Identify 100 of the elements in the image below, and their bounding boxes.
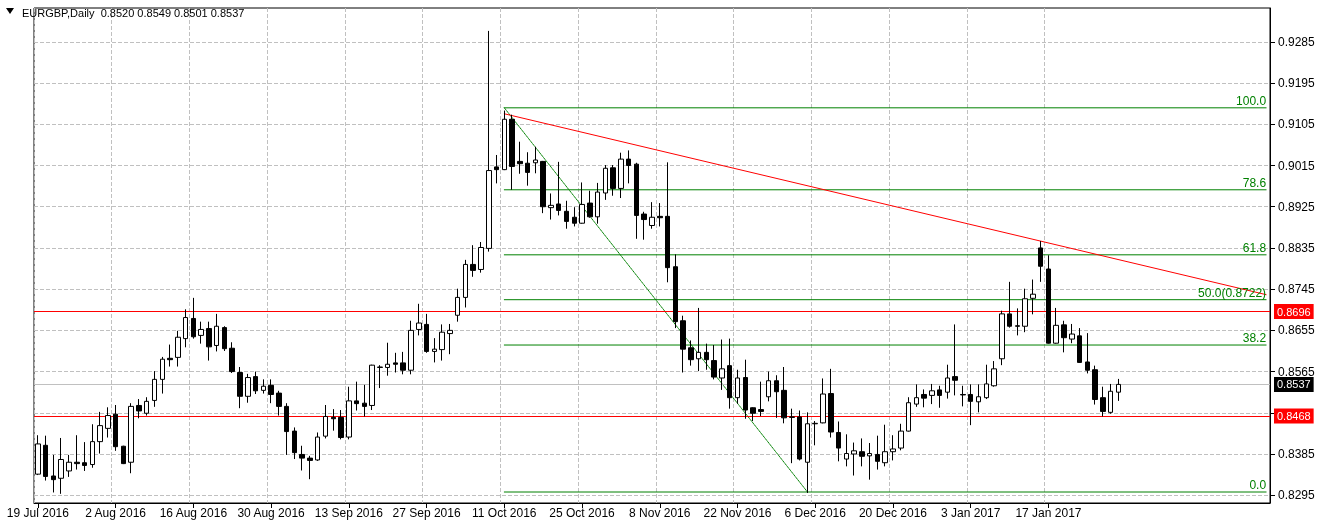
candlestick: [618, 152, 624, 199]
x-tick-label: 17 Jan 2017: [1015, 506, 1082, 520]
candlestick: [377, 364, 383, 389]
candlestick: [540, 160, 546, 214]
y-tick-label: 0.8565: [1278, 364, 1316, 379]
x-tick-label: 19 Jul 2016: [6, 506, 70, 520]
candlestick: [447, 323, 453, 355]
candlestick: [960, 385, 966, 407]
candlestick: [719, 339, 725, 391]
candlestick: [968, 383, 973, 426]
candlestick: [680, 315, 686, 373]
candlestick: [369, 364, 375, 411]
candlestick: [812, 420, 818, 446]
candlestick: [735, 369, 740, 405]
candlestick: [999, 310, 1005, 366]
ref-line-label: 0.8468: [1277, 410, 1311, 422]
candlestick: [696, 307, 701, 372]
candlestick: [113, 404, 118, 452]
candlestick: [882, 424, 888, 467]
candlestick: [548, 192, 554, 221]
candlestick: [206, 321, 212, 362]
candlestick: [284, 402, 289, 456]
candlestick: [711, 344, 717, 380]
candlestick: [478, 241, 484, 274]
candlestick: [1077, 327, 1082, 364]
candlestick: [354, 381, 359, 411]
candlestick: [121, 445, 126, 465]
candlestick: [517, 141, 523, 175]
candlestick: [937, 385, 942, 409]
y-tick-label: 0.9195: [1278, 76, 1316, 91]
candlestick: [183, 308, 188, 348]
candlestick: [688, 339, 694, 367]
candlestick: [58, 437, 64, 495]
candlestick: [564, 200, 569, 230]
candlestick: [820, 377, 826, 424]
candlestick: [198, 321, 204, 345]
candlestick: [1069, 323, 1075, 344]
candlestick: [346, 386, 352, 440]
candlestick: [167, 344, 173, 368]
candlestick: [393, 352, 398, 373]
candlestick: [859, 437, 865, 467]
candlestick: [222, 325, 227, 352]
candlestick: [494, 154, 499, 184]
candlestick: [502, 110, 507, 171]
candlestick: [1085, 332, 1090, 374]
candlestick: [463, 259, 468, 308]
candlestick: [572, 206, 577, 227]
ref-line-label: 0.8696: [1277, 305, 1311, 318]
candlestick: [1007, 281, 1012, 329]
candlestick: [191, 297, 196, 340]
candlestick: [1030, 279, 1036, 315]
x-tick-label: 8 Nov 2016: [629, 506, 691, 520]
candlestick: [432, 337, 437, 363]
candlestick: [307, 455, 313, 480]
candlestick: [657, 202, 663, 227]
candlestick: [641, 211, 647, 241]
series-label: 78.6: [1242, 175, 1267, 190]
candlestick: [338, 409, 344, 440]
candlestick: [424, 313, 429, 354]
candlestick: [665, 161, 670, 283]
x-tick-label: 6 Dec 2016: [784, 506, 847, 520]
y-tick-label: 0.8295: [1278, 488, 1316, 503]
candlestick: [416, 303, 422, 336]
candlestick: [470, 244, 476, 278]
candlestick: [1022, 288, 1028, 333]
candlestick: [774, 374, 779, 419]
candlestick: [237, 366, 243, 409]
candlestick: [214, 313, 219, 352]
candlestick: [945, 364, 950, 400]
candlestick: [743, 359, 748, 420]
ref-line-label: 0.8537: [1277, 378, 1311, 391]
chart-title: EURGBP,Daily 0.8520 0.8549 0.8501 0.8537: [22, 6, 245, 19]
series-label: 0.0: [1249, 478, 1267, 493]
candlestick: [1015, 307, 1020, 336]
candlestick: [253, 371, 258, 395]
candlestick: [362, 384, 367, 417]
candlestick: [914, 383, 919, 408]
candlestick: [673, 253, 678, 329]
candlestick: [626, 149, 631, 184]
candlestick: [634, 162, 639, 240]
candlestick: [828, 368, 834, 439]
candlestick: [727, 338, 732, 410]
x-tick-label: 3 Jan 2017: [941, 506, 1001, 520]
candlestick: [97, 411, 103, 455]
candlestick: [758, 381, 764, 417]
candlestick: [789, 408, 795, 464]
candlestick: [587, 190, 593, 219]
y-tick-label: 0.8835: [1278, 240, 1316, 255]
candlestick: [509, 114, 515, 191]
candlestick: [82, 441, 87, 472]
candlestick: [51, 454, 56, 493]
candlestick: [921, 388, 927, 408]
candlestick: [991, 360, 997, 388]
y-tick-label: 0.9285: [1278, 34, 1316, 49]
candlestick: [844, 433, 849, 467]
candlestick: [455, 288, 460, 323]
candlestick: [1100, 386, 1106, 417]
series-label: 61.8: [1242, 240, 1267, 255]
candlestick: [331, 408, 336, 432]
candlestick: [533, 146, 538, 174]
